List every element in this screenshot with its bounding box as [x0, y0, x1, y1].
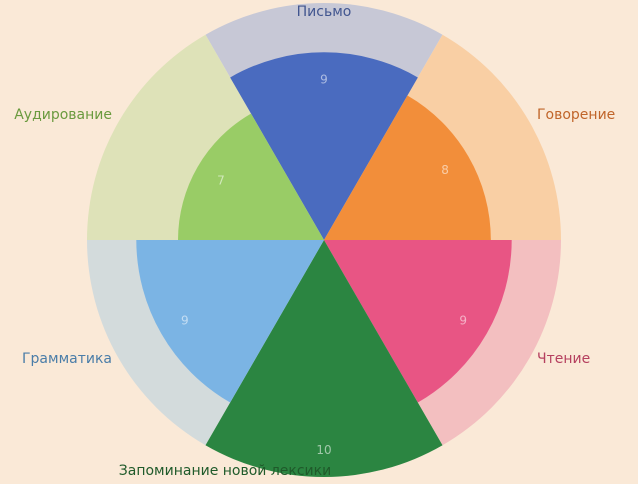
category-label-4: Грамматика: [22, 351, 112, 367]
value-label-2: 9: [459, 313, 467, 327]
value-label-3: 10: [316, 443, 331, 457]
value-sectors: [136, 52, 512, 478]
value-label-5: 7: [217, 174, 225, 188]
category-labels: Письмо Говорение Чтение Запоминание новой л…: [14, 4, 615, 479]
value-labels: 9 8 9 10 9 7: [181, 72, 467, 457]
bar-sector-4[interactable]: [136, 240, 324, 403]
bar-sector-3[interactable]: [205, 240, 443, 478]
bar-sector-2[interactable]: [324, 240, 512, 403]
category-label-0: Письмо: [297, 4, 352, 20]
category-label-3: Запоминание новой лексики: [119, 463, 331, 479]
bar-sector-5[interactable]: [178, 113, 324, 240]
category-label-1: Говорение: [537, 107, 615, 123]
bar-sector-0[interactable]: [230, 52, 418, 241]
bar-sector-1[interactable]: [324, 95, 491, 240]
category-label-5: Аудирование: [14, 107, 112, 123]
value-label-0: 9: [320, 72, 328, 86]
category-label-2: Чтение: [537, 351, 590, 367]
value-label-1: 8: [441, 163, 449, 177]
value-label-4: 9: [181, 313, 189, 327]
